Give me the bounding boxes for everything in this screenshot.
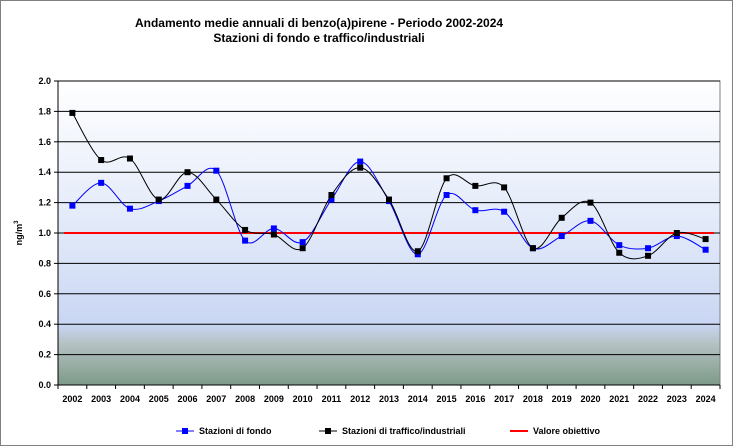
- data-point: [328, 196, 335, 203]
- legend-swatch-marker: [182, 428, 188, 434]
- series-layer: [64, 109, 714, 260]
- data-point: [673, 230, 680, 236]
- data-point: [357, 164, 364, 171]
- x-tick-label: 2004: [120, 394, 140, 404]
- data-point: [558, 214, 565, 221]
- y-tick-label: 0.4: [38, 319, 51, 329]
- x-tick-label: 2020: [580, 394, 600, 404]
- series-line: [71, 112, 706, 260]
- y-tick-label: 1.2: [38, 198, 51, 208]
- x-tick-label: 2023: [667, 394, 687, 404]
- x-tick-label: 2008: [235, 394, 255, 404]
- data-point: [126, 205, 133, 212]
- data-point: [299, 245, 306, 252]
- data-point: [587, 199, 594, 206]
- y-tick-label: 2.0: [38, 76, 51, 86]
- chart-title: Andamento medie annuali di benzo(a)piren…: [135, 16, 503, 30]
- data-point: [558, 233, 565, 240]
- data-point: [472, 182, 479, 189]
- y-tick-label: 0.0: [38, 380, 51, 390]
- data-point: [126, 155, 133, 162]
- data-point: [184, 169, 191, 176]
- data-point: [242, 237, 249, 244]
- data-point: [702, 236, 709, 243]
- data-point: [645, 252, 652, 259]
- x-tick-label: 2013: [379, 394, 399, 404]
- x-tick-label: 2014: [408, 394, 428, 404]
- y-tick-label: 1.8: [38, 106, 51, 116]
- data-point: [501, 184, 508, 191]
- x-tick-label: 2019: [552, 394, 572, 404]
- data-point: [645, 245, 652, 252]
- x-tick-label: 2022: [638, 394, 658, 404]
- legend-label: Stazioni di traffico/industriali: [342, 426, 466, 436]
- data-point: [184, 182, 191, 189]
- data-point: [587, 217, 594, 224]
- x-tick-label: 2011: [322, 394, 342, 404]
- legend: Stazioni di fondo Stazioni di traffico/in…: [176, 426, 601, 436]
- x-tick-label: 2007: [206, 394, 226, 404]
- chart-subtitle: Stazioni di fondo e traffico/industriali: [213, 31, 424, 45]
- data-point: [69, 202, 76, 209]
- y-tick-label: 0.2: [38, 350, 51, 360]
- x-tick-label: 2010: [293, 394, 313, 404]
- data-point: [213, 196, 220, 203]
- y-tick-label: 1.4: [38, 167, 51, 177]
- x-tick-label: 2003: [91, 394, 111, 404]
- series-stazioni-di-traffico-industriali: [69, 109, 709, 260]
- data-point: [673, 233, 680, 240]
- data-point: [443, 192, 450, 198]
- x-tick-label: 2002: [62, 394, 82, 404]
- x-tick-label: 2018: [523, 394, 543, 404]
- x-tick-label: 2015: [437, 394, 457, 404]
- grid-lines: [58, 80, 720, 356]
- data-point: [155, 196, 162, 203]
- data-point: [98, 179, 105, 186]
- x-tick-label: 2021: [609, 394, 629, 404]
- x-tick-label: 2017: [494, 394, 514, 404]
- x-tick-label: 2005: [149, 394, 169, 404]
- data-point: [414, 251, 421, 258]
- data-point: [98, 157, 105, 164]
- data-point: [270, 231, 277, 238]
- y-axis-label: ng/m3: [14, 220, 24, 246]
- data-point: [328, 192, 335, 198]
- y-tick-label: 0.8: [38, 258, 51, 268]
- data-point: [270, 225, 277, 232]
- legend-item: Stazioni di fondo: [176, 426, 272, 436]
- data-point: [386, 196, 392, 203]
- legend-label: Stazioni di fondo: [199, 426, 272, 436]
- data-point: [443, 175, 450, 182]
- legend-label: Valore obiettivo: [533, 426, 601, 436]
- data-point: [529, 245, 536, 252]
- data-point: [213, 167, 220, 174]
- y-tick-label: 1.6: [38, 137, 51, 147]
- data-point: [616, 249, 623, 256]
- data-point: [242, 226, 249, 233]
- data-point: [501, 208, 508, 215]
- legend-swatch-marker: [325, 428, 331, 434]
- x-tick-label: 2009: [264, 394, 284, 404]
- data-point: [357, 158, 364, 165]
- x-tick-label: 2006: [178, 394, 198, 404]
- x-tick-label: 2016: [465, 394, 485, 404]
- x-tick-label: 2024: [696, 394, 716, 404]
- data-point: [702, 246, 709, 253]
- data-point: [299, 239, 306, 246]
- data-point: [472, 207, 479, 214]
- x-tick-label: 2012: [350, 394, 370, 404]
- legend-item: Stazioni di traffico/industriali: [319, 426, 466, 436]
- y-tick-label: 0.6: [38, 289, 51, 299]
- data-point: [616, 242, 623, 249]
- legend-item: Valore obiettivo: [510, 426, 601, 436]
- y-tick-label: 1.0: [38, 228, 51, 238]
- axes: 0.0 0.2 0.4 0.6 0.8 1.0 1.2 1.4 1.6 1.8 2.0 2002 200…: [38, 76, 721, 404]
- data-point: [69, 109, 76, 116]
- data-point: [414, 248, 421, 255]
- y-axis-title: ng/m3: [14, 220, 24, 246]
